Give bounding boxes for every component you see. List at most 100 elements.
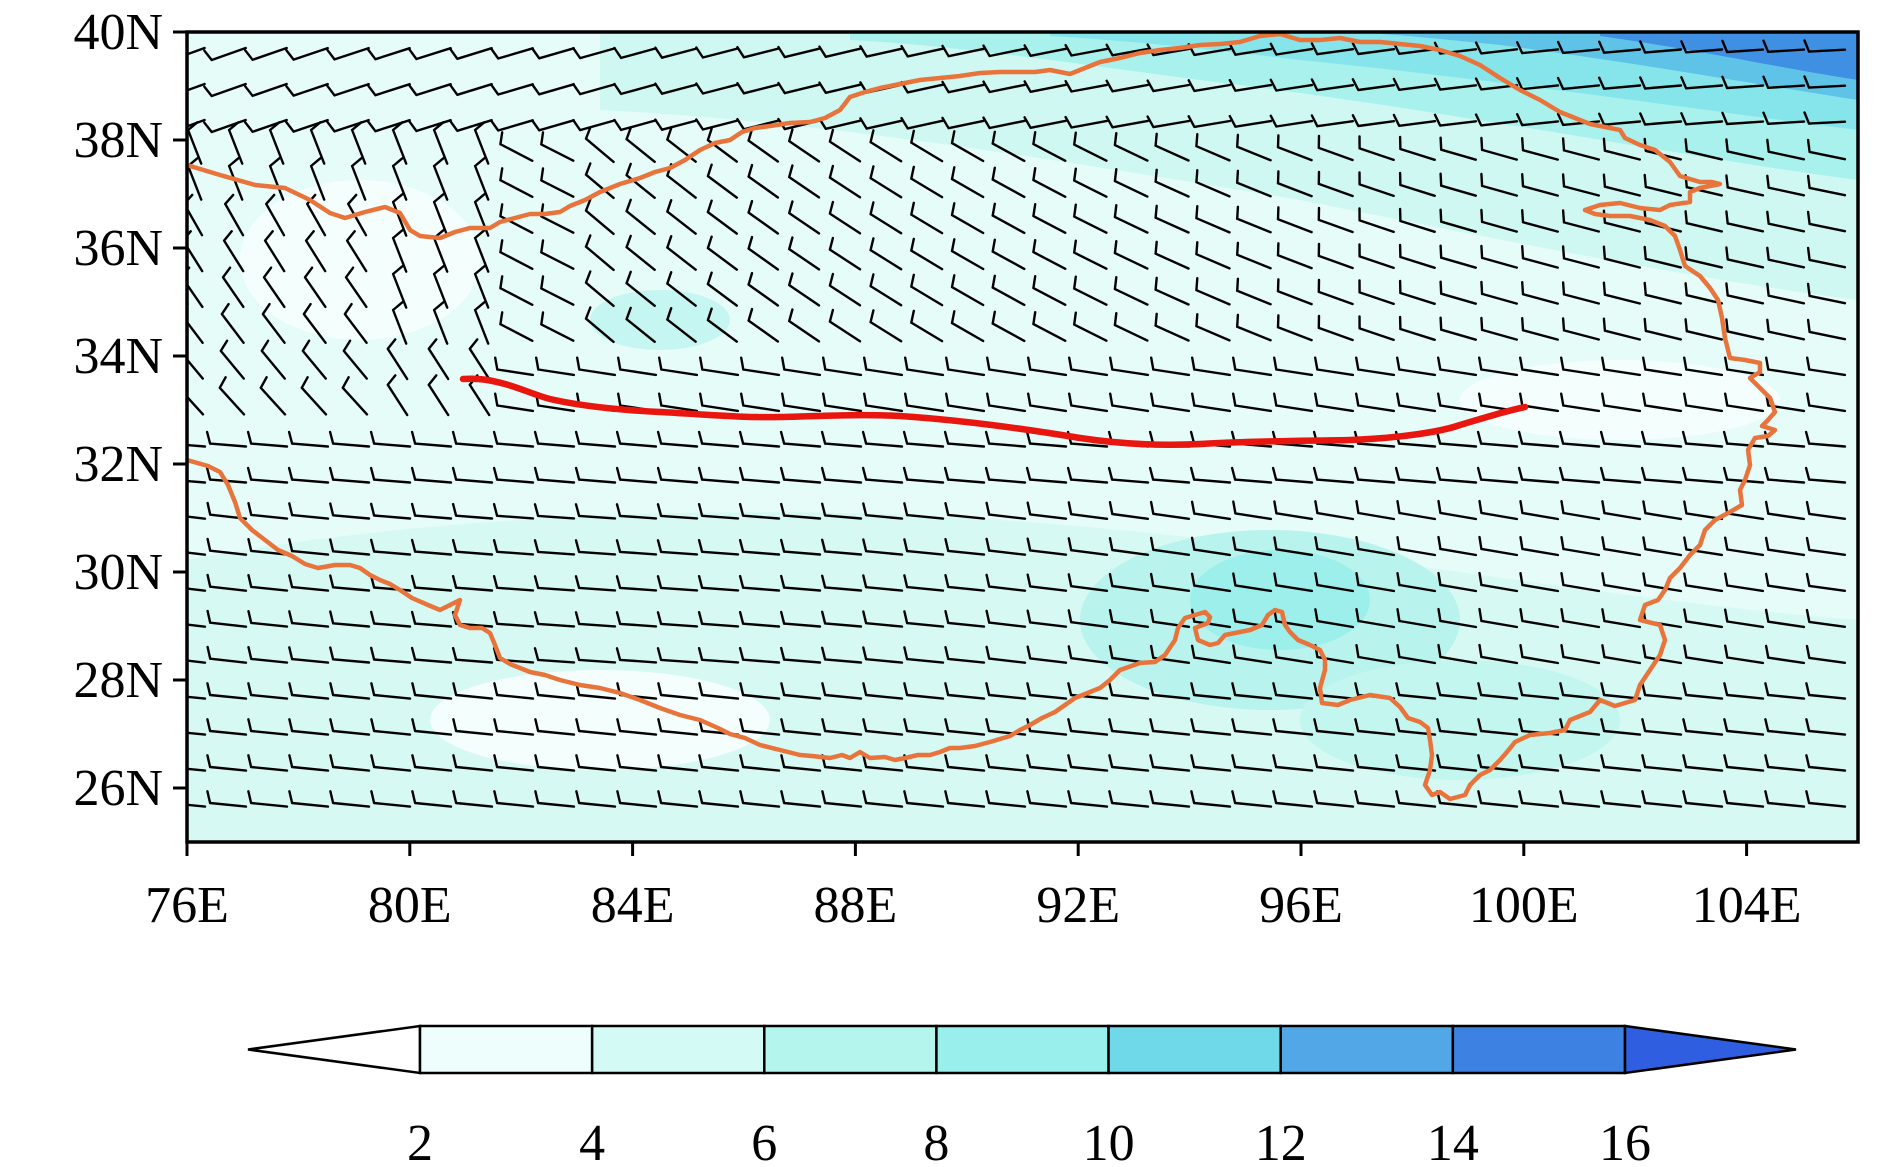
wind-barb (1026, 573, 1068, 592)
plot-frame (185, 30, 1860, 844)
wind-barb (326, 82, 370, 97)
wind-barb (1108, 573, 1150, 592)
wind-barb (738, 430, 781, 448)
wind-barb (1317, 242, 1354, 270)
wind-barb (1437, 499, 1478, 521)
wind-barb (862, 574, 904, 592)
wind-barb (1598, 112, 1642, 126)
wind-barb (945, 392, 986, 413)
wind-barb (1764, 682, 1806, 700)
wind-barb (206, 790, 248, 808)
wind-barb (1272, 754, 1314, 772)
wind-barb (540, 131, 575, 162)
wind-barb (261, 302, 286, 344)
wind-barb (1314, 536, 1355, 557)
wind-barb (575, 718, 617, 736)
wind-barb (1026, 754, 1068, 772)
wind-barb (263, 230, 286, 273)
lon-tick-label: 92E (1036, 877, 1120, 934)
shading-southeast-core (1190, 550, 1370, 650)
wind-barb (1477, 718, 1519, 736)
wind-barb (1358, 135, 1395, 162)
wind-barb (616, 754, 658, 772)
shading-east-patch (1300, 660, 1620, 780)
wind-barb (1149, 718, 1191, 736)
wind-barb (656, 575, 699, 592)
wind-barb (788, 128, 821, 163)
wind-barb (1561, 281, 1600, 305)
wind-barb (1559, 682, 1601, 700)
wind-barb (747, 271, 780, 307)
wind-barb (452, 790, 494, 808)
wind-barb (1187, 79, 1232, 93)
wind-barb (499, 311, 534, 342)
wind-barb (1683, 608, 1724, 629)
wind-barb (821, 718, 863, 736)
wind-barb (247, 754, 289, 772)
wind-barb (531, 47, 575, 60)
wind-barb (370, 502, 412, 520)
wind-barb (1190, 790, 1232, 808)
wind-barb (747, 307, 780, 343)
wind-barb (533, 611, 576, 628)
wind-barb (1355, 500, 1396, 521)
colorbar-box (1451, 1024, 1627, 1075)
wind-barb (1394, 466, 1437, 484)
lon-tick-label: 104E (1692, 877, 1802, 934)
wind-barb (1684, 246, 1723, 269)
wind-barb (1561, 137, 1600, 161)
wind-barb (910, 273, 944, 307)
wind-barb (1073, 167, 1108, 198)
wind-barb (1806, 282, 1847, 305)
wind-barb (1723, 718, 1765, 736)
wind-barb (1600, 718, 1642, 736)
wind-barb (531, 83, 575, 96)
wind-barb (1396, 644, 1437, 665)
wind-barb (657, 718, 699, 736)
wind-barb (985, 754, 1027, 772)
lon-tick-label: 84E (591, 877, 675, 934)
wind-barb (780, 754, 822, 772)
wind-barb (862, 610, 904, 628)
wind-barb (451, 574, 494, 592)
wind-barb (490, 47, 534, 60)
wind-barb (1269, 42, 1314, 56)
wind-barb (1437, 535, 1478, 557)
wind-barb (1108, 682, 1150, 700)
wind-barb (1519, 644, 1560, 665)
wind-barb (449, 47, 493, 60)
wind-barb (410, 646, 453, 664)
wind-barb (247, 682, 289, 700)
wind-barb (863, 392, 904, 413)
wind-barb (788, 236, 821, 271)
wind-barb (1355, 536, 1396, 557)
wind-barb (1639, 40, 1683, 54)
wind-barb (859, 117, 904, 130)
wind-barb (410, 502, 453, 520)
wind-barb (780, 502, 822, 520)
wind-barb (1191, 392, 1232, 413)
wind-barb (869, 309, 903, 343)
wind-barb (1805, 500, 1847, 520)
wind-barb (451, 466, 494, 484)
wind-barb (1023, 80, 1068, 93)
wind-barb (1317, 206, 1354, 234)
wind-barb (747, 235, 780, 271)
wind-barb (869, 201, 903, 235)
wind-barb (982, 44, 1027, 58)
wind-barb (1073, 131, 1108, 162)
wind-barb (1680, 112, 1724, 126)
wind-barb (370, 646, 412, 664)
wind-barb (1724, 644, 1765, 665)
wind-barb (1032, 275, 1067, 306)
wind-barb (903, 610, 945, 628)
wind-barb (492, 575, 535, 592)
wind-barb (698, 682, 740, 700)
wind-barb (451, 646, 494, 664)
wind-barb (244, 118, 288, 133)
wind-barb (572, 83, 616, 96)
wind-barb (986, 356, 1027, 377)
wind-barb (244, 82, 288, 97)
wind-barb (903, 538, 945, 556)
